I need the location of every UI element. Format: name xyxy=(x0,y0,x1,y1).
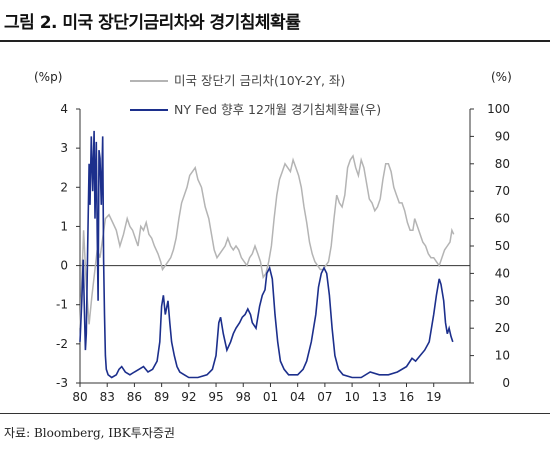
chart-title: 그림 2. 미국 장단기금리차와 경기침체확률 xyxy=(4,13,301,33)
left-tick-label: 4 xyxy=(60,102,68,116)
series-line-spread xyxy=(79,154,455,329)
right-tick-label: 50 xyxy=(495,239,510,253)
x-tick-label: 13 xyxy=(372,390,387,404)
left-tick-label: -2 xyxy=(56,337,68,351)
left-tick-label: -3 xyxy=(56,376,68,390)
right-tick-label: 0 xyxy=(502,376,510,390)
x-tick-label: 92 xyxy=(181,390,196,404)
x-tick-label: 01 xyxy=(263,390,278,404)
left-tick-label: -1 xyxy=(56,298,68,312)
right-tick-label: 80 xyxy=(495,157,510,171)
right-tick-label: 60 xyxy=(495,212,510,226)
x-tick-label: 86 xyxy=(127,390,142,404)
left-tick-label: 3 xyxy=(60,141,68,155)
legend-label-spread: 미국 장단기 금리차(10Y-2Y, 좌) xyxy=(174,73,345,88)
x-tick-label: 16 xyxy=(399,390,414,404)
legend-label-recession: NY Fed 향후 12개월 경기침체확률(우) xyxy=(174,102,381,117)
right-axis-unit: (%) xyxy=(491,70,512,84)
x-tick-label: 10 xyxy=(344,390,359,404)
x-tick-label: 98 xyxy=(236,390,251,404)
right-tick-label: 20 xyxy=(495,321,510,335)
x-tick-label: 19 xyxy=(426,390,441,404)
legend: 미국 장단기 금리차(10Y-2Y, 좌) NY Fed 향후 12개월 경기침… xyxy=(130,73,381,117)
x-tick-label: 80 xyxy=(72,390,87,404)
left-tick-label: 0 xyxy=(60,259,68,273)
x-tick-label: 95 xyxy=(208,390,223,404)
footer-divider xyxy=(0,413,550,414)
right-tick-label: 90 xyxy=(495,129,510,143)
left-axis-unit: (%p) xyxy=(34,70,62,84)
right-tick-label: 30 xyxy=(495,294,510,308)
left-tick-label: 1 xyxy=(60,219,68,233)
series-line-recession xyxy=(79,130,454,379)
source-note: 자료: Bloomberg, IBK투자증권 xyxy=(4,426,175,440)
x-tick-label: 04 xyxy=(290,390,305,404)
right-tick-label: 40 xyxy=(495,266,510,280)
right-tick-label: 100 xyxy=(487,102,510,116)
x-tick-label: 07 xyxy=(317,390,332,404)
right-tick-label: 70 xyxy=(495,184,510,198)
title-divider xyxy=(0,40,550,42)
x-tick-label: 89 xyxy=(154,390,169,404)
x-tick-label: 83 xyxy=(100,390,115,404)
left-tick-label: 2 xyxy=(60,180,68,194)
right-tick-label: 10 xyxy=(495,349,510,363)
